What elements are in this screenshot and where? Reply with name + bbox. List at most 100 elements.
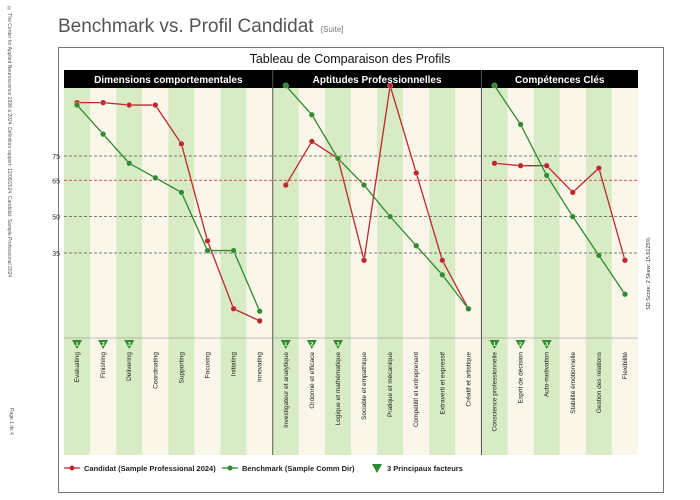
band-column: [559, 88, 586, 455]
band-column: [90, 88, 117, 455]
data-point-benchmark: [413, 242, 420, 249]
legend-marker-candidat: [69, 465, 75, 471]
data-point-candidat: [230, 305, 237, 312]
series-line-candidat: [77, 102, 260, 322]
data-point-benchmark: [543, 172, 550, 179]
group-header: [481, 70, 638, 88]
data-point-candidat: [387, 82, 394, 89]
band-column: [481, 88, 508, 455]
top-factor-number: 3: [128, 342, 131, 348]
data-point-candidat: [282, 182, 289, 189]
data-point-candidat: [622, 257, 628, 264]
top-factor-marker: [72, 340, 83, 349]
top-factor-marker: [306, 340, 317, 349]
reference-line-label: 65: [52, 178, 60, 185]
page-title-suffix: [Suite]: [320, 25, 344, 34]
data-point-benchmark: [465, 305, 472, 312]
reference-line-label: 75: [52, 154, 60, 161]
data-point-benchmark: [282, 82, 289, 89]
band-column: [116, 88, 143, 455]
data-point-benchmark: [178, 189, 185, 196]
legend-marker-benchmark: [227, 465, 233, 471]
top-factor-number: 1: [493, 342, 496, 348]
band-column: [272, 88, 299, 455]
stats-label: SD Score: 2 Skew: 15.6125%: [646, 237, 652, 310]
series-line-candidat: [285, 85, 469, 310]
band-column: [194, 88, 221, 455]
group-header-label: Dimensions comportementales: [94, 75, 243, 86]
band-column: [168, 88, 195, 455]
data-point-candidat: [178, 140, 185, 147]
legend-factor-marker: [372, 464, 382, 473]
top-factor-number: 3: [545, 342, 548, 348]
data-point-candidat: [543, 162, 550, 169]
band-column: [455, 88, 482, 455]
top-factor-number: 1: [76, 342, 79, 348]
category-label: Supporting: [178, 352, 185, 384]
data-point-benchmark: [126, 160, 133, 167]
band-column: [64, 88, 91, 455]
data-point-candidat: [595, 165, 602, 172]
data-point-benchmark: [439, 271, 446, 278]
data-point-candidat: [100, 99, 107, 106]
page-title-text: Benchmark vs. Profil Candidat: [58, 16, 314, 37]
chart-title: Tableau de Comparaison des Profils: [250, 52, 451, 66]
group-header: [64, 70, 273, 88]
data-point-candidat: [256, 317, 263, 324]
category-label: Extraverti et expressif: [439, 352, 446, 415]
band-column: [585, 88, 612, 455]
band-column: [142, 88, 169, 455]
category-label: Coordinating: [152, 352, 159, 389]
top-factor-number: 2: [102, 342, 105, 348]
band-column: [429, 88, 456, 455]
reference-line-label: 50: [52, 215, 60, 222]
data-point-candidat: [152, 102, 159, 109]
data-point-benchmark: [361, 182, 367, 189]
page-number: Page 1 de 4: [2, 408, 16, 448]
category-label: Finishing: [100, 352, 107, 378]
band-column: [377, 88, 404, 455]
category-label: Investigateur et analytique: [283, 352, 290, 428]
band-column: [403, 88, 430, 455]
data-point-benchmark: [491, 82, 498, 89]
category-label: Sociable et empathique: [361, 352, 368, 420]
data-point-benchmark: [622, 291, 628, 298]
data-point-candidat: [517, 162, 524, 169]
data-point-benchmark: [74, 102, 80, 109]
top-factor-marker: [489, 340, 500, 349]
data-point-benchmark: [204, 247, 211, 254]
data-point-candidat: [569, 189, 576, 196]
category-label: Initiating: [231, 352, 238, 377]
page-number-text: Page 1 de 4: [8, 408, 14, 435]
category-label: Créatif et artistique: [465, 352, 472, 407]
category-label: Auto-motivation: [544, 352, 551, 398]
reference-line-label: 35: [52, 251, 60, 258]
data-point-candidat: [361, 257, 367, 264]
category-label: Flexibilité: [622, 352, 629, 379]
category-label: Gestion des relations: [596, 351, 603, 413]
side-note: © The Center for Applied Neuroscience 19…: [0, 0, 16, 420]
top-factor-marker: [124, 340, 135, 349]
band-column: [533, 88, 560, 455]
data-point-benchmark: [517, 121, 524, 128]
data-point-benchmark: [569, 213, 576, 220]
top-factor-number: 3: [336, 342, 339, 348]
data-point-candidat: [413, 170, 420, 176]
data-point-benchmark: [335, 155, 341, 162]
data-point-candidat: [308, 138, 315, 145]
category-label: Conscience professionnelle: [492, 352, 499, 432]
chart-frame: [58, 47, 664, 493]
series-line-benchmark: [493, 85, 626, 295]
side-note-text: © The Center for Applied Neuroscience 19…: [6, 6, 12, 278]
page-title: Benchmark vs. Profil Candidat [Suite]: [58, 16, 344, 38]
group-header-label: Aptitudes Professionnelles: [313, 75, 442, 86]
legend-label-benchmark: Benchmark (Sample Comm Dir): [242, 464, 355, 473]
top-factor-marker: [541, 340, 552, 349]
data-point-candidat: [204, 237, 211, 244]
data-point-benchmark: [230, 247, 237, 254]
data-point-benchmark: [100, 131, 107, 138]
band-column: [246, 88, 273, 455]
data-point-candidat: [491, 160, 498, 167]
category-label: Focusing: [205, 352, 212, 379]
